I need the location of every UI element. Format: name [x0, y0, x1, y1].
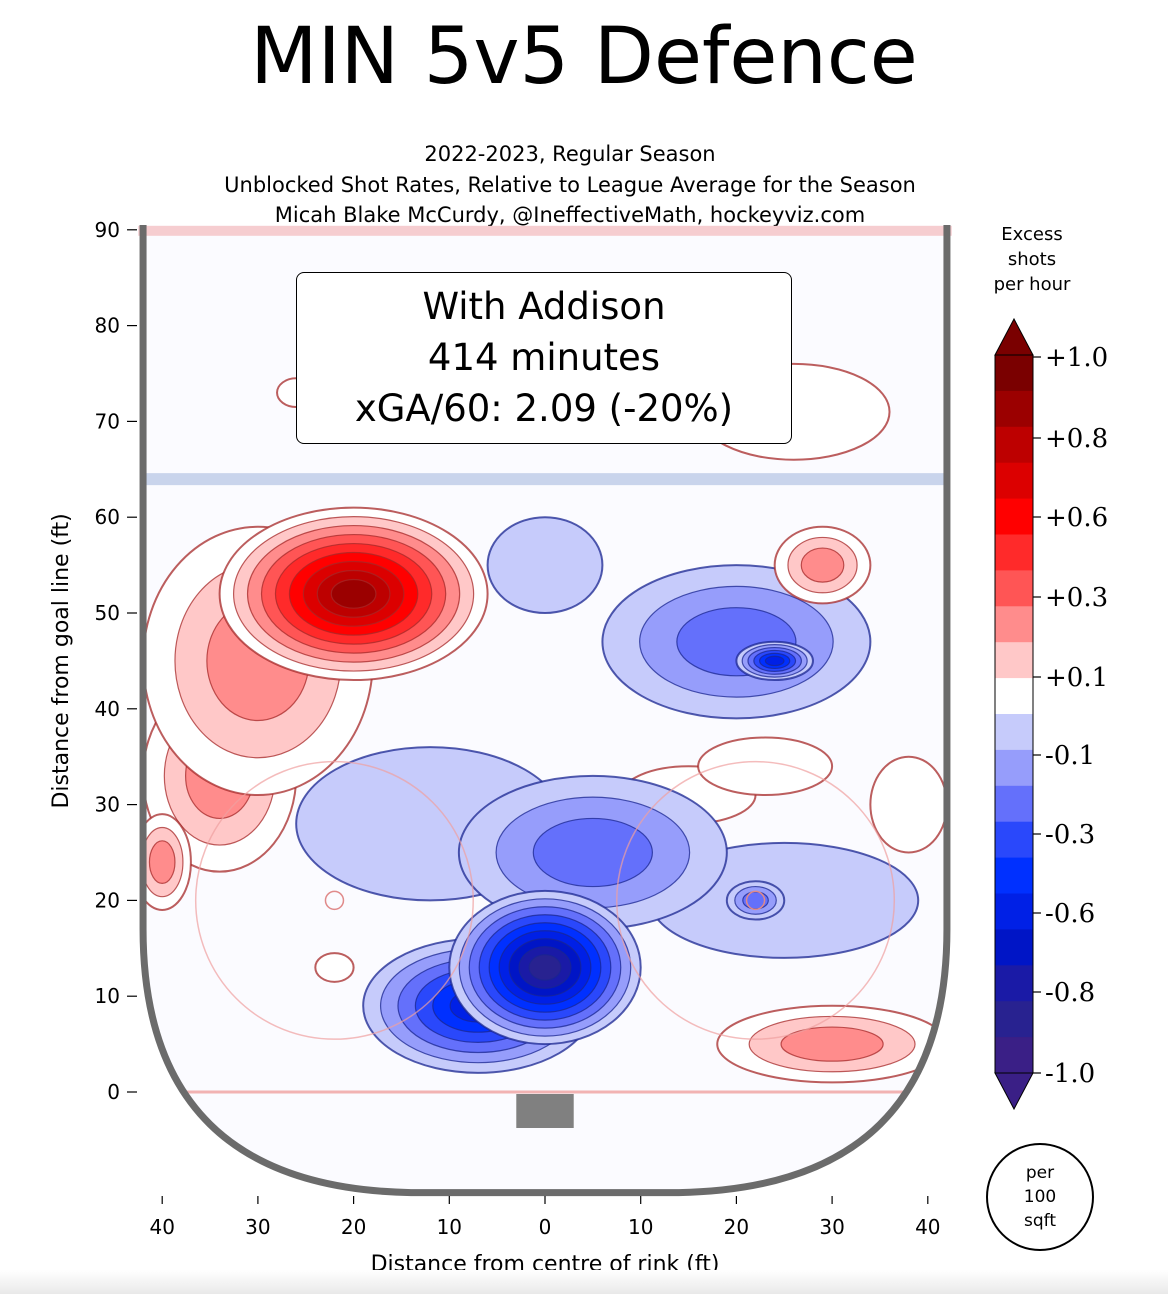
positive-contour [314, 952, 355, 983]
unit-line: per [1025, 1163, 1055, 1183]
colorbar-tick-label: +0.3 [1045, 583, 1108, 613]
colorbar-band [995, 606, 1033, 643]
y-tick-label: 30 [95, 793, 120, 817]
colorbar-tick-label: +1.0 [1045, 343, 1108, 373]
colorbar-tick-label: +0.1 [1045, 663, 1108, 693]
positive-contour [330, 578, 377, 609]
colorbar-tick-label: -0.3 [1045, 820, 1095, 850]
rink-boards [139, 225, 951, 1197]
y-tick-label: 60 [95, 505, 120, 529]
colorbar-tick-label: -0.1 [1045, 741, 1095, 771]
x-tick-label: 10 [437, 1215, 462, 1239]
colorbar-band [995, 857, 1033, 894]
x-tick-label: 30 [819, 1215, 844, 1239]
colorbar-title: Excess shots per hour [982, 222, 1082, 297]
colorbar-band [995, 929, 1033, 966]
blue-line [143, 473, 947, 486]
y-tick-label: 80 [95, 314, 120, 338]
positive-contour [148, 840, 176, 884]
legend-minutes: 414 minutes [427, 336, 661, 379]
colorbar-band [995, 714, 1033, 751]
colorbar-band [995, 498, 1033, 535]
faceoff-dot-left [324, 890, 345, 911]
colorbar-band [995, 642, 1033, 679]
goal-net [516, 1094, 574, 1128]
negative-contour [528, 954, 562, 981]
colorbar-title-line: Excess [1001, 224, 1063, 245]
faceoff-circle-right [616, 760, 896, 1040]
unit-line: sqft [1024, 1211, 1056, 1231]
legend-xga: xGA/60: 2.09 (-20%) [354, 387, 734, 430]
faceoff-dot-right [745, 890, 766, 911]
colorbar-tick-label: +0.8 [1045, 424, 1108, 454]
x-tick-label: 0 [539, 1215, 552, 1239]
x-tick-label: 30 [245, 1215, 270, 1239]
colorbar-tick-label: -0.8 [1045, 978, 1095, 1008]
colorbar-band [995, 570, 1033, 607]
y-tick-label: 20 [95, 888, 120, 912]
legend-player: With Addison [422, 285, 666, 328]
negative-contour [486, 516, 604, 614]
positive-contour [800, 547, 845, 583]
colorbar-band [995, 749, 1033, 787]
colorbar-bottom-arrow [994, 1072, 1034, 1111]
colorbar-title-line: shots [1007, 249, 1057, 270]
subtitle-season: 2022-2023, Regular Season [424, 142, 716, 166]
chart-title: MIN 5v5 Defence [250, 12, 918, 102]
positive-contour [780, 1026, 884, 1062]
player-legend-box: With Addison 414 minutes xGA/60: 2.09 (-… [296, 272, 792, 444]
positive-contour [697, 736, 834, 797]
x-tick-label: 20 [724, 1215, 749, 1239]
subtitle-description: Unblocked Shot Rates, Relative to League… [224, 173, 916, 197]
faceoff-circle-left [194, 760, 474, 1040]
colorbar-band [995, 390, 1033, 428]
heatmap-layer [143, 362, 947, 1094]
positive-contour [869, 755, 947, 854]
y-tick-label: 50 [95, 601, 120, 625]
y-axis-label: Distance from goal line (ft) [49, 513, 74, 808]
colorbar-tick-label: -1.0 [1045, 1059, 1095, 1089]
colorbar-band [995, 462, 1033, 500]
colorbar-band [995, 678, 1033, 715]
colorbar-band [995, 893, 1033, 930]
subtitle-credit: Micah Blake McCurdy, @IneffectiveMath, h… [274, 203, 866, 227]
x-tick-label: 40 [149, 1215, 174, 1239]
colorbar-band [995, 821, 1033, 859]
colorbar-band [995, 1037, 1033, 1074]
colorbar-band [995, 426, 1033, 464]
colorbar-top-arrow [994, 317, 1034, 356]
center-line [138, 225, 952, 236]
x-tick-label: 20 [341, 1215, 366, 1239]
x-tick-label: 40 [915, 1215, 940, 1239]
x-tick-label: 10 [628, 1215, 653, 1239]
negative-contour [532, 817, 653, 888]
colorbar-tick-label: -0.6 [1045, 899, 1095, 929]
y-tick-label: 90 [95, 218, 120, 242]
colorbar-band [995, 1001, 1033, 1038]
y-tick-label: 40 [95, 697, 120, 721]
colorbar-title-line: per hour [993, 274, 1071, 295]
colorbar-frame [994, 354, 1034, 1074]
colorbar-tick-label: +0.6 [1045, 503, 1108, 533]
unit-line: 100 [1023, 1187, 1057, 1207]
colorbar-band [995, 534, 1033, 571]
y-tick-label: 10 [95, 984, 120, 1008]
y-tick-label: 0 [107, 1080, 120, 1104]
colorbar-band [995, 785, 1033, 823]
window-bottom-edge [0, 1270, 1168, 1294]
unit-badge: per 100 sqft [986, 1143, 1094, 1251]
colorbar-band [995, 355, 1033, 392]
negative-contour [764, 655, 785, 667]
y-tick-label: 70 [95, 409, 120, 433]
colorbar-band [995, 965, 1033, 1002]
